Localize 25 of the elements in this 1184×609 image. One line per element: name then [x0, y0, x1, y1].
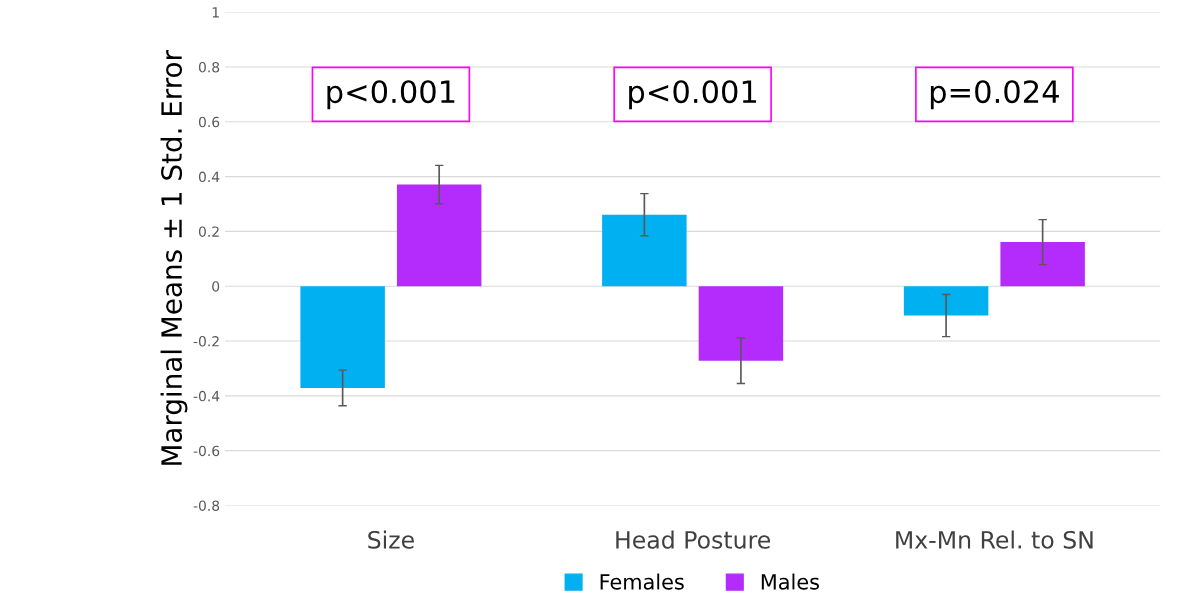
y-axis-title: Marginal Means ± 1 Std. Error	[160, 50, 188, 465]
y-tick-label: 0.4	[198, 171, 220, 183]
y-tick-label: -0.4	[193, 390, 220, 402]
legend-label: Females	[600, 573, 684, 590]
bar	[903, 286, 989, 316]
annotation: p<0.001	[327, 80, 455, 110]
x-tick-label: Head Posture	[616, 530, 771, 549]
bar	[1000, 242, 1085, 287]
y-tick-label: -0.6	[193, 445, 220, 457]
y-tick-label: 0.2	[198, 226, 219, 237]
bar	[602, 214, 687, 287]
x-tick-label: Mx-Mn Rel. to SN	[896, 530, 1093, 549]
bar	[396, 184, 482, 287]
x-tick-label: Size	[368, 530, 414, 549]
bar	[698, 286, 784, 361]
annotation: p<0.001	[629, 80, 757, 110]
annotation: p=0.024	[930, 80, 1059, 110]
y-tick-label: -0.2	[193, 336, 219, 347]
y-tick-label: 0	[212, 281, 220, 292]
y-tick-label: 0.6	[198, 116, 220, 128]
y-tick-label: 0.8	[198, 61, 220, 73]
legend-label: Males	[761, 573, 819, 590]
y-tick-label: 1	[212, 7, 219, 18]
y-tick-label: -0.8	[193, 500, 220, 511]
bar	[300, 286, 385, 388]
